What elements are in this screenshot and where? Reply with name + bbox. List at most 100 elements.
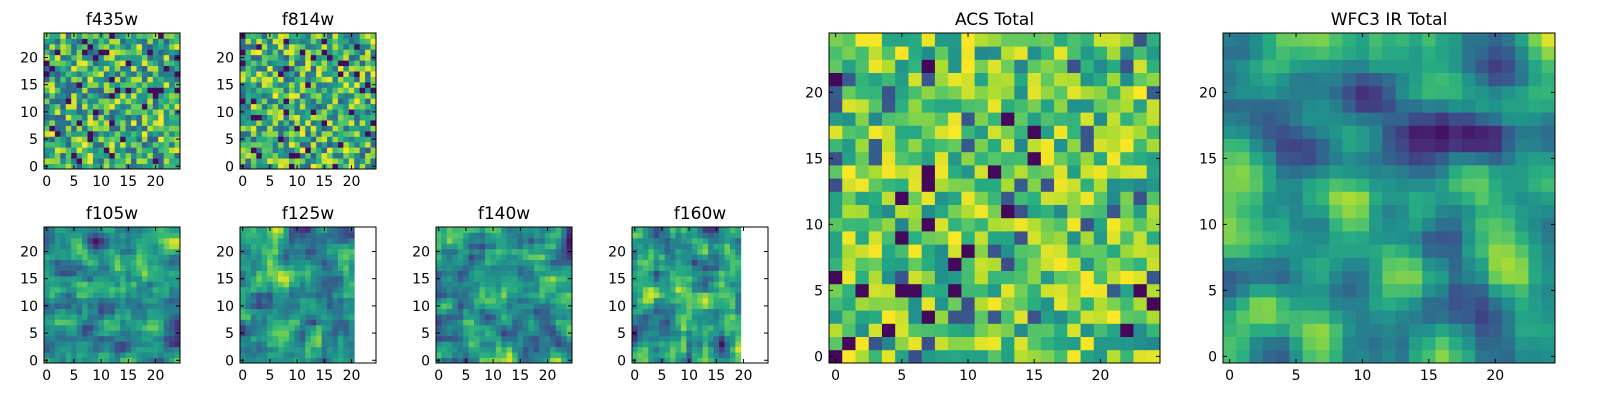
- heatmap-cell: [1093, 151, 1108, 166]
- heatmap-cell: [1133, 349, 1148, 364]
- heatmap-cell: [1382, 283, 1397, 298]
- heatmap-cell: [1093, 85, 1108, 100]
- heatmap-cell: [729, 346, 736, 353]
- heatmap-cell: [686, 292, 693, 299]
- heatmap-cell: [1528, 85, 1543, 100]
- heatmap-cell: [517, 254, 524, 261]
- heatmap-cell: [60, 87, 67, 94]
- heatmap-cell: [294, 152, 301, 159]
- heatmap-cell: [294, 232, 301, 239]
- heatmap-cell: [555, 330, 562, 337]
- heatmap-cell: [501, 292, 508, 299]
- y-tick-label: 5: [225, 132, 234, 148]
- heatmap-cell: [735, 232, 742, 239]
- heatmap-cell: [65, 319, 72, 326]
- heatmap-cell: [1382, 204, 1397, 219]
- heatmap-cell: [163, 109, 170, 115]
- heatmap-cell: [49, 87, 56, 94]
- heatmap-cell: [76, 265, 83, 271]
- heatmap-cell: [163, 43, 170, 50]
- heatmap-cell: [158, 65, 165, 72]
- heatmap-cell: [659, 314, 666, 320]
- heatmap-cell: [261, 71, 268, 77]
- heatmap-cell: [680, 297, 687, 304]
- heatmap-cell: [506, 303, 513, 309]
- heatmap-cell: [103, 259, 110, 266]
- heatmap-cell: [659, 292, 666, 299]
- heatmap-cell: [1395, 244, 1410, 258]
- heatmap-cell: [174, 292, 181, 299]
- heatmap-cell: [895, 270, 909, 285]
- heatmap-cell: [533, 232, 540, 239]
- heatmap-cell: [267, 324, 274, 331]
- heatmap-cell: [109, 303, 116, 309]
- heatmap-cell: [44, 352, 50, 358]
- heatmap-cell: [278, 335, 284, 342]
- heatmap-cell: [299, 281, 306, 288]
- heatmap-cell: [659, 237, 666, 244]
- heatmap-cell: [632, 237, 638, 244]
- heatmap-cell: [114, 341, 121, 348]
- heatmap-cell: [321, 136, 328, 143]
- heatmap-cell: [65, 227, 72, 233]
- heatmap-cell: [76, 130, 83, 137]
- heatmap-cell: [659, 243, 666, 250]
- heatmap-cell: [664, 308, 671, 315]
- heatmap-cell: [343, 341, 350, 348]
- heatmap-cell: [484, 352, 491, 358]
- heatmap-cell: [240, 103, 246, 110]
- heatmap-cell: [136, 281, 143, 288]
- heatmap-cell: [719, 303, 725, 309]
- heatmap-cell: [1448, 99, 1463, 113]
- heatmap-cell: [729, 281, 736, 288]
- heatmap-cell: [1395, 125, 1410, 139]
- heatmap-cell: [1054, 336, 1068, 351]
- x-tick-label: 0: [434, 368, 443, 384]
- heatmap-cell: [474, 303, 480, 309]
- heatmap-cell: [267, 92, 274, 99]
- heatmap-cell: [1001, 59, 1015, 73]
- heatmap-cell: [729, 335, 736, 342]
- heatmap-cell: [1408, 112, 1423, 126]
- heatmap-cell: [1342, 46, 1357, 60]
- heatmap-cell: [305, 341, 312, 348]
- heatmap-cell: [555, 297, 562, 304]
- heatmap-cell: [299, 98, 306, 105]
- heatmap-cell: [152, 60, 159, 67]
- heatmap-cell: [1067, 72, 1081, 87]
- heatmap-cell: [60, 147, 67, 154]
- heatmap-cell: [1027, 59, 1042, 73]
- heatmap-cell: [316, 237, 322, 244]
- heatmap-cell: [842, 138, 856, 153]
- heatmap-cell: [370, 103, 377, 110]
- heatmap-cell: [288, 38, 295, 45]
- heatmap-cell: [278, 232, 284, 239]
- heatmap-cell: [370, 60, 377, 67]
- heatmap-cell: [1027, 191, 1042, 205]
- heatmap-cell: [174, 227, 181, 233]
- heatmap-cell: [1462, 349, 1476, 364]
- heatmap-cell: [169, 357, 175, 364]
- heatmap-cell: [109, 60, 116, 67]
- heatmap-cell: [76, 158, 83, 164]
- heatmap-cell: [54, 54, 61, 61]
- heatmap-cell: [642, 352, 649, 358]
- heatmap-cell: [1302, 244, 1317, 258]
- heatmap-cell: [158, 130, 165, 137]
- heatmap-cell: [523, 232, 529, 239]
- heatmap-cell: [310, 125, 317, 132]
- heatmap-cell: [299, 330, 306, 337]
- heatmap-cell: [141, 65, 148, 72]
- heatmap-cell: [1448, 46, 1463, 60]
- heatmap-cell: [680, 248, 687, 255]
- heatmap-cell: [98, 275, 105, 282]
- heatmap-cell: [987, 204, 1002, 219]
- heatmap-cell: [1120, 59, 1134, 73]
- heatmap-cell: [735, 308, 742, 315]
- heatmap-cell: [250, 303, 257, 309]
- heatmap-cell: [278, 71, 284, 77]
- heatmap-cell: [321, 109, 328, 115]
- heatmap-cell: [539, 270, 546, 277]
- heatmap-cell: [98, 158, 105, 164]
